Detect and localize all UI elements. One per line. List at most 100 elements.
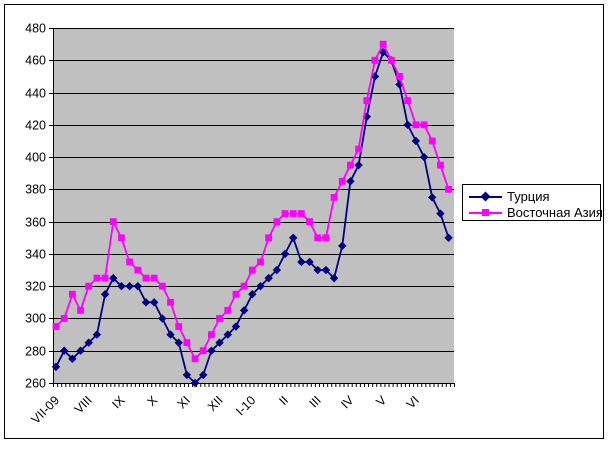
- data-point-diamond: [51, 362, 61, 372]
- data-point-square: [60, 315, 68, 322]
- y-axis-label: 260: [25, 377, 46, 391]
- data-point-square: [338, 177, 346, 185]
- data-point-diamond: [248, 290, 257, 299]
- data-point-diamond: [321, 265, 331, 275]
- y-axis-label: 300: [25, 312, 46, 326]
- x-axis-label: VIII: [72, 393, 95, 416]
- data-point-diamond: [313, 265, 322, 275]
- data-point-diamond: [76, 346, 85, 355]
- data-point-square: [281, 210, 289, 217]
- legend-label: Турция: [507, 188, 550, 204]
- square-marker-icon: [482, 208, 489, 216]
- data-point-diamond: [149, 298, 159, 307]
- data-point-square: [248, 266, 256, 274]
- data-point-diamond: [280, 249, 290, 259]
- data-point-diamond: [305, 257, 314, 267]
- y-axis-label: 420: [25, 119, 46, 133]
- data-point-square: [167, 298, 174, 306]
- data-point-square: [101, 274, 109, 282]
- data-point-diamond: [297, 257, 306, 267]
- data-point-square: [68, 290, 76, 298]
- legend-item-east-asia: Восточная Азия: [469, 204, 603, 220]
- data-point-square: [52, 323, 60, 330]
- data-point-diamond: [133, 281, 142, 291]
- data-point-square: [77, 306, 84, 314]
- data-point-square: [183, 339, 191, 347]
- legend: Турция Восточная Азия: [462, 184, 603, 221]
- data-point-diamond: [59, 346, 69, 355]
- data-point-diamond: [346, 177, 355, 186]
- data-point-square: [126, 258, 134, 266]
- data-point-diamond: [182, 370, 192, 380]
- data-point-square: [273, 218, 281, 226]
- data-point-diamond: [338, 241, 347, 251]
- legend-label: Восточная Азия: [507, 204, 603, 220]
- data-point-diamond: [92, 330, 102, 339]
- x-axis-label: X: [144, 393, 160, 409]
- data-point-square: [396, 73, 403, 80]
- y-axis-label: 280: [25, 345, 46, 359]
- data-point-square: [142, 274, 150, 282]
- data-point-square: [355, 145, 363, 153]
- data-point-diamond: [84, 338, 93, 347]
- data-point-square: [134, 266, 142, 274]
- x-axis-label: V: [373, 393, 389, 409]
- data-point-diamond: [411, 136, 421, 146]
- data-point-diamond: [174, 338, 183, 347]
- data-point-square: [289, 210, 297, 217]
- data-point-square: [347, 161, 354, 169]
- data-point-square: [428, 137, 436, 145]
- data-point-square: [314, 234, 322, 242]
- diamond-marker-icon: [480, 191, 491, 201]
- data-point-diamond: [117, 281, 126, 291]
- data-point-square: [240, 282, 248, 290]
- data-point-square: [257, 258, 264, 266]
- data-point-square: [232, 290, 240, 298]
- x-axis-label: IX: [109, 393, 128, 412]
- data-point-square: [387, 56, 395, 64]
- data-point-diamond: [428, 193, 437, 202]
- data-point-square: [191, 355, 199, 363]
- legend-sample-east-asia: [469, 208, 502, 217]
- data-point-diamond: [109, 273, 118, 283]
- x-axis-label: III: [307, 393, 324, 410]
- data-point-diamond: [199, 370, 208, 380]
- data-point-square: [150, 274, 158, 282]
- data-point-diamond: [215, 338, 224, 347]
- x-axis-label: XI: [175, 393, 193, 411]
- data-point-square: [158, 282, 166, 290]
- data-point-square: [445, 185, 452, 193]
- y-axis-label: 360: [25, 216, 46, 230]
- x-axis-label: I-10: [233, 393, 258, 418]
- x-axis-label: II: [276, 393, 291, 408]
- data-point-diamond: [272, 265, 282, 275]
- data-point-diamond: [444, 233, 453, 242]
- data-point-diamond: [264, 273, 273, 283]
- data-point-diamond: [100, 290, 110, 299]
- data-point-diamond: [403, 120, 412, 130]
- data-point-square: [93, 274, 101, 282]
- data-point-diamond: [436, 209, 445, 218]
- legend-sample-turkey: [469, 191, 502, 201]
- data-point-square: [216, 315, 223, 322]
- data-point-diamond: [68, 354, 77, 363]
- data-point-square: [175, 323, 183, 330]
- data-point-square: [85, 282, 93, 290]
- data-point-square: [379, 40, 387, 48]
- data-point-square: [199, 347, 207, 355]
- data-point-diamond: [419, 152, 429, 162]
- data-point-diamond: [329, 273, 339, 283]
- data-point-diamond: [256, 281, 265, 291]
- data-point-diamond: [190, 378, 200, 388]
- data-point-square: [404, 97, 412, 105]
- plot-area: [53, 28, 454, 383]
- data-point-diamond: [223, 330, 232, 339]
- x-axis-label: VI: [404, 393, 422, 411]
- data-point-square: [322, 234, 330, 242]
- data-point-diamond: [354, 160, 363, 170]
- data-point-square: [420, 121, 428, 129]
- data-point-square: [412, 121, 420, 129]
- data-point-diamond: [158, 314, 167, 323]
